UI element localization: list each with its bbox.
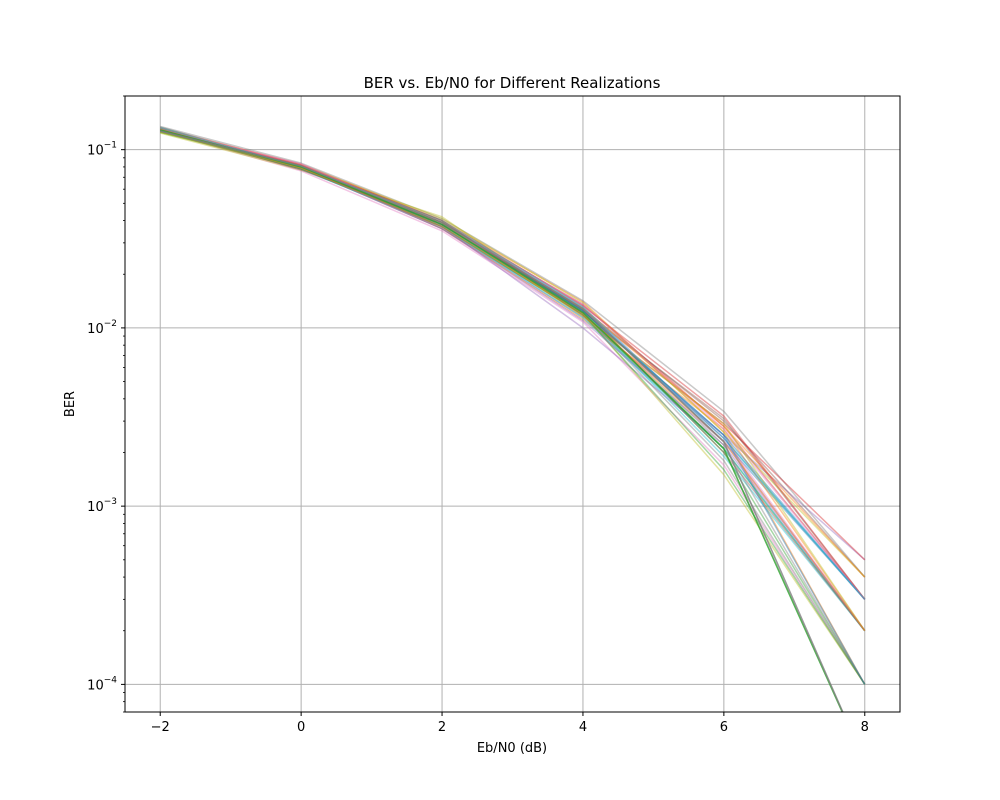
y-tick-exponent: −4 bbox=[104, 675, 118, 685]
y-axis-title: BER bbox=[63, 391, 78, 417]
x-axis-title: Eb/N0 (dB) bbox=[477, 741, 547, 756]
x-tick-label: 4 bbox=[579, 720, 587, 735]
ber-series-line bbox=[160, 128, 866, 685]
plot-frame bbox=[124, 95, 901, 713]
chart-title: BER vs. Eb/N0 for Different Realizations bbox=[364, 74, 661, 92]
y-tick-base: 10 bbox=[87, 500, 104, 515]
x-tick-label: 6 bbox=[720, 720, 728, 735]
ber-series-line bbox=[160, 129, 866, 632]
y-tick-label: 10−4 bbox=[87, 675, 117, 693]
grid bbox=[125, 96, 900, 712]
y-tick-base: 10 bbox=[87, 678, 104, 693]
ber-series-line bbox=[160, 125, 866, 578]
ber-series-line bbox=[160, 129, 866, 600]
ticks: −2 0 2 4 6 810−110−210−310−4 bbox=[87, 95, 869, 735]
y-tick-exponent: −3 bbox=[104, 497, 117, 507]
y-tick-exponent: −1 bbox=[104, 141, 117, 151]
series-layer bbox=[160, 125, 866, 712]
x-tick-label: 0 bbox=[297, 720, 305, 735]
ber-series-line bbox=[160, 128, 866, 632]
y-tick-base: 10 bbox=[87, 322, 104, 337]
ber-series-line bbox=[160, 131, 866, 632]
x-tick-label: 2 bbox=[438, 720, 446, 735]
y-tick-label: 10−1 bbox=[87, 141, 117, 159]
y-tick-label: 10−3 bbox=[87, 497, 117, 515]
ber-series-line bbox=[160, 130, 844, 712]
ber-series-line bbox=[160, 128, 866, 600]
y-tick-exponent: −2 bbox=[104, 319, 117, 329]
ber-series-line bbox=[160, 128, 866, 685]
y-tick-label: 10−2 bbox=[87, 319, 117, 337]
y-tick-base: 10 bbox=[87, 144, 104, 159]
ber-series-line bbox=[160, 128, 866, 600]
x-tick-label: −2 bbox=[151, 720, 170, 735]
x-tick-label: 8 bbox=[861, 720, 869, 735]
ber-series-line bbox=[160, 131, 866, 632]
ber-series-line bbox=[160, 131, 866, 685]
ber-series-line bbox=[160, 126, 866, 600]
